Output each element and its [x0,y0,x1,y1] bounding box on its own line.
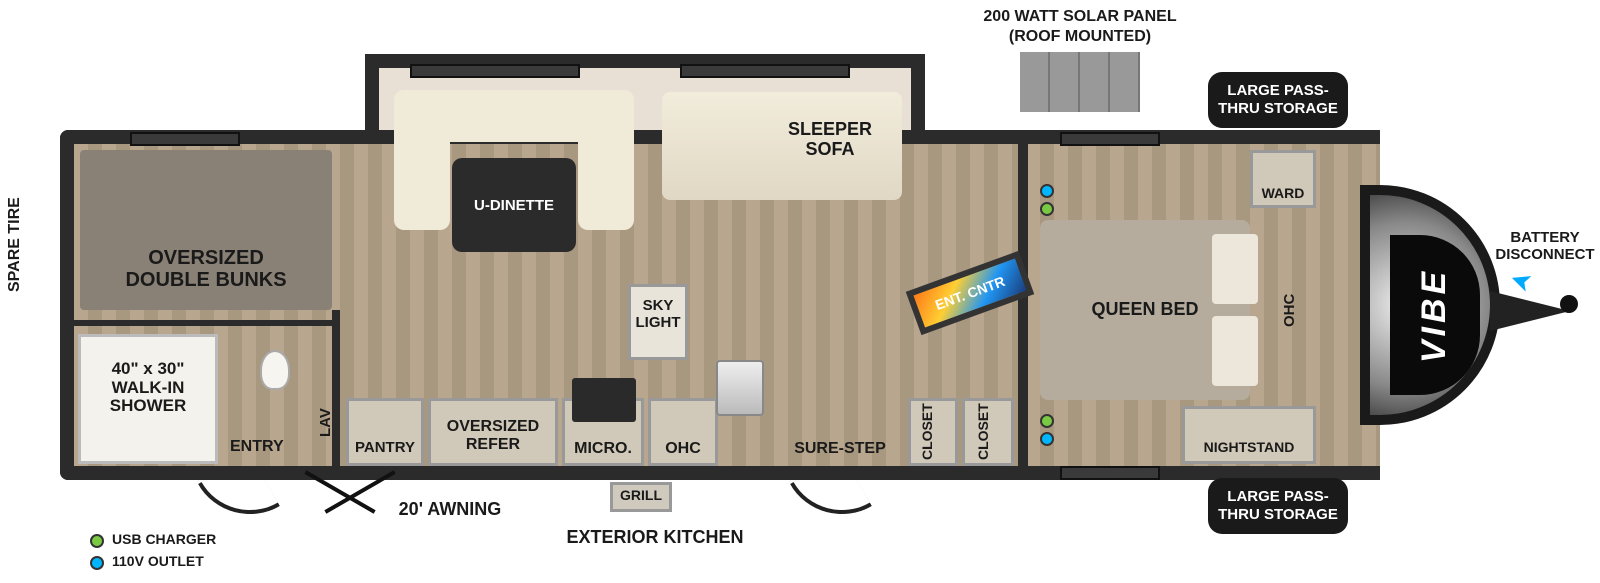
skylight-label: SKY LIGHT [628,298,688,331]
dinette-table: U-DINETTE [452,158,576,252]
wall-bunk-bath [74,320,334,326]
ward-label: WARD [1250,186,1316,201]
bedroom-110v-dot-top [1040,184,1054,198]
legend-usb-label: USB CHARGER [112,532,216,547]
solar-subtitle: (ROOF MOUNTED) [950,28,1210,46]
micro-label: MICRO. [562,440,644,458]
nightstand-label: NIGHTSTAND [1182,440,1316,455]
legend-usb-dot [90,534,104,548]
hitch-frame-icon [1490,291,1570,331]
bedroom-window-top [1060,132,1160,146]
bedroom-usb-dot-top [1040,202,1054,216]
hitch: VIBE [1360,255,1590,355]
solar-panel-icon [1020,52,1140,112]
solar-title: 200 WATT SOLAR PANEL [950,8,1210,26]
sink-icon [716,360,764,416]
wall-bath [332,310,340,478]
ohc-label: OHC [648,440,718,458]
dinette-seat-right [578,90,634,230]
grill-label: GRILL [610,488,672,503]
entry-label: ENTRY [230,438,284,456]
slideout-window-2 [680,64,850,78]
battery-disconnect-label: BATTERY DISCONNECT [1490,230,1600,263]
toilet-icon [260,350,290,390]
bedroom-110v-dot-bot [1040,432,1054,446]
storage-top: LARGE PASS-THRU STORAGE [1208,72,1348,128]
exterior-kitchen-label: EXTERIOR KITCHEN [540,528,770,548]
stove-icon [572,378,636,422]
sleeper-sofa-label: SLEEPER SOFA [770,120,890,160]
shower-label: 40" x 30" WALK-IN SHOWER [80,360,216,416]
hitch-ball-icon [1560,295,1578,313]
front-cap: VIBE [1360,185,1500,425]
pillow-2 [1212,316,1258,386]
pantry-label: PANTRY [346,440,424,457]
awning-label: 20' AWNING [370,500,530,520]
lav-label: LAV [318,398,335,448]
refer-label: OVERSIZED REFER [428,418,558,453]
brand-text: VIBE [1416,267,1455,362]
wall-bedroom [1018,144,1028,466]
pillow-1 [1212,234,1258,304]
spare-tire-label: SPARE TIRE [6,180,24,310]
queen-bed-label: QUEEN BED [1060,300,1230,320]
bunks-label: OVERSIZED DOUBLE BUNKS [96,247,316,291]
brand-pill: VIBE [1390,235,1480,395]
legend-110v-label: 110V OUTLET [112,554,204,569]
bedroom-usb-dot-bot [1040,414,1054,428]
slideout-window-1 [410,64,580,78]
ohc-front-label: OHC [1282,280,1299,340]
closet1-label: CLOSET [920,400,935,464]
bedroom-window-bot [1060,466,1160,480]
closet2-label: CLOSET [976,400,991,464]
storage-bottom: LARGE PASS-THRU STORAGE [1208,478,1348,534]
bunk-window [130,132,240,146]
legend-110v-dot [90,556,104,570]
